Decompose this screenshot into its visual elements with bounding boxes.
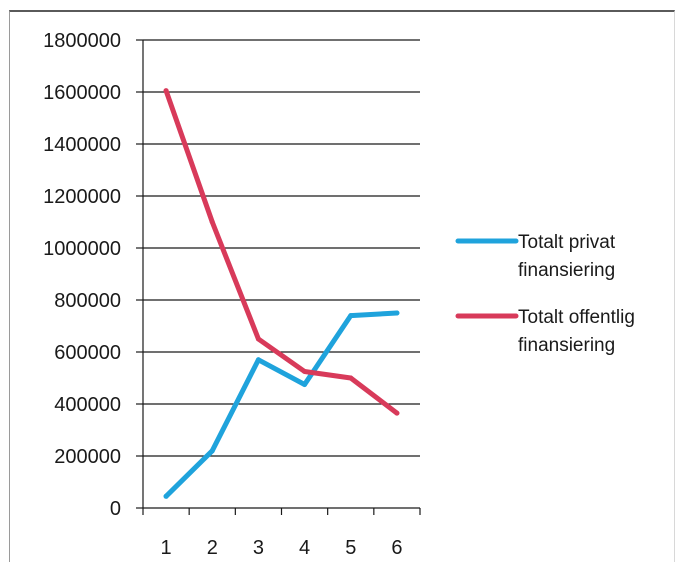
axes [136,39,421,515]
data-point [255,336,261,342]
y-tick-label: 200000 [54,446,121,468]
y-tick-label: 800000 [54,290,121,312]
legend-label: finansiering [518,260,615,281]
x-tick-label: 2 [207,537,218,559]
gridlines [143,39,420,457]
y-tick-label: 1600000 [43,82,121,104]
data-point [209,219,215,225]
y-tick-label: 1400000 [43,134,121,156]
series-line-2 [163,88,400,416]
series-line-1 [163,310,400,499]
x-tick-label: 4 [299,537,310,559]
data-point [255,357,261,363]
data-point [394,410,400,416]
chart-frame [9,10,675,562]
legend-label: finansiering [518,335,615,356]
y-tick-label: 1000000 [43,238,121,260]
legend: Totalt privat finansiering Totalt offentli… [455,232,635,356]
x-tick-label: 1 [161,537,172,559]
series-lines [163,88,400,499]
data-point [302,369,308,374]
data-point [163,88,169,94]
legend-label: Totalt offentlig [518,307,635,328]
y-tick-label: 0 [110,498,121,520]
data-point [163,493,169,499]
y-axis-tick-labels: 0 200000 400000 600000 800000 1000000 1200000 1… [43,30,121,520]
data-point [302,382,308,387]
x-tick-label: 6 [391,537,402,559]
y-tick-label: 400000 [54,394,121,416]
data-point [348,313,354,319]
y-tick-label: 600000 [54,342,121,364]
legend-label: Totalt privat [518,232,616,253]
x-axis-tick-labels: 1 2 3 4 5 6 [161,537,403,559]
data-point [348,375,354,381]
data-point [394,310,400,316]
x-tick-label: 3 [253,537,264,559]
y-tick-label: 1200000 [43,186,121,208]
y-tick-label: 1800000 [43,30,121,52]
x-tick-label: 5 [345,537,356,559]
data-point [209,448,215,454]
